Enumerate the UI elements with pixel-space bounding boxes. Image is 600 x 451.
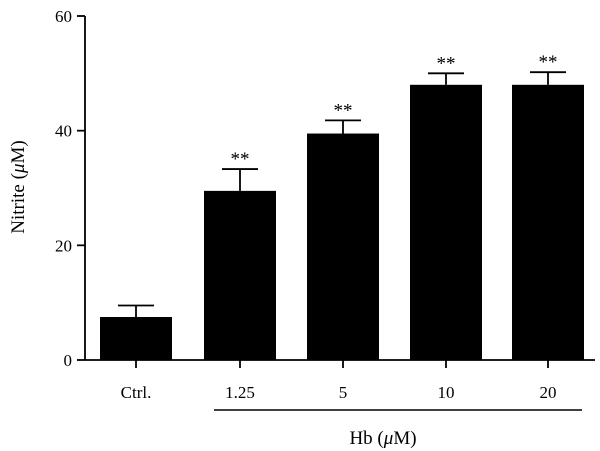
bar <box>100 317 172 360</box>
x-axis <box>85 359 595 368</box>
x-tick-label: 5 <box>339 383 348 402</box>
bar <box>204 190 276 360</box>
x-tick-label: 20 <box>540 383 557 402</box>
y-tick-label: 20 <box>55 236 72 255</box>
bar <box>307 133 379 360</box>
y-axis-label: Nitrite (μM) <box>8 140 29 233</box>
significance-label: ** <box>539 52 558 73</box>
x-tick-label: Ctrl. <box>121 383 152 402</box>
significance-label: ** <box>334 100 353 121</box>
y-tick-label: 0 <box>64 351 73 370</box>
bars <box>100 84 584 361</box>
bar <box>512 84 584 361</box>
x-tick-labels: Ctrl. 1.25 5 10 20 <box>121 383 557 402</box>
y-tick-label: 40 <box>55 122 72 141</box>
significance-markers: ** ** ** ** <box>231 52 558 170</box>
x-tick-label: 10 <box>438 383 455 402</box>
y-tick-label: 60 <box>55 7 72 26</box>
x-tick-label: 1.25 <box>225 383 255 402</box>
bar <box>410 84 482 361</box>
error-bars <box>118 71 566 317</box>
hb-group-label: Hb (μM) <box>349 428 416 449</box>
y-axis: 0 20 40 60 <box>55 7 86 370</box>
significance-label: ** <box>437 53 456 74</box>
significance-label: ** <box>231 149 250 170</box>
